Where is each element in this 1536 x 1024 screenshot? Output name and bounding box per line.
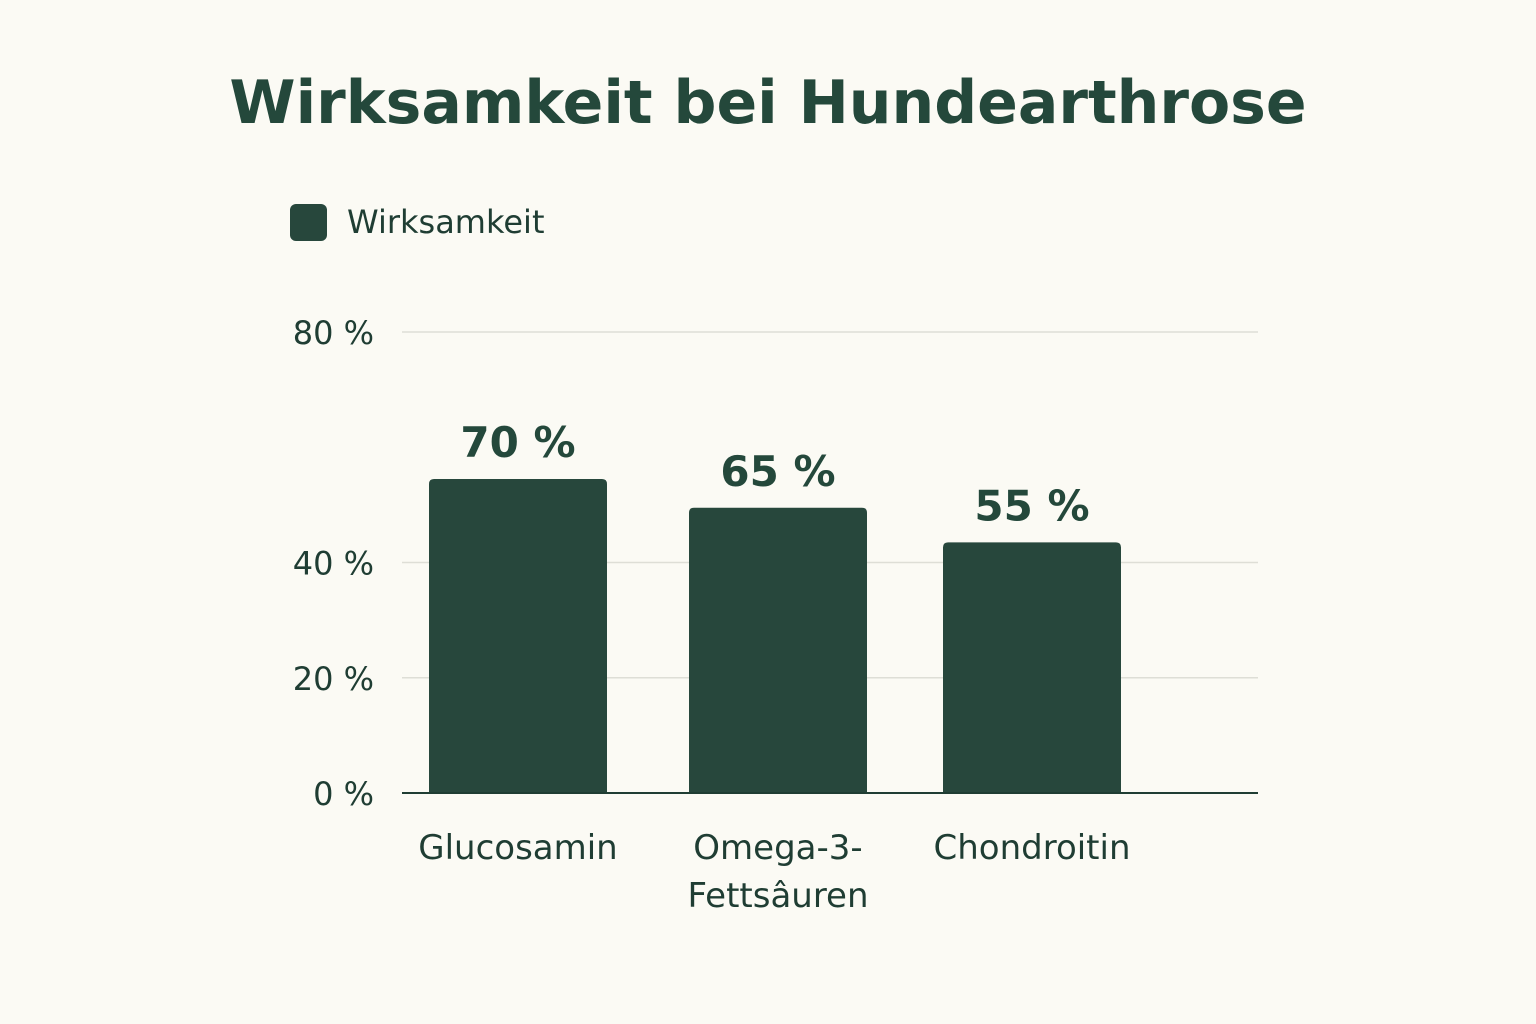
legend: Wirksamkeit [290, 203, 544, 241]
y-tick-label: 40 % [293, 545, 374, 583]
bars [429, 478, 1121, 793]
y-tick-label: 80 % [293, 314, 374, 352]
chart-title: Wirksamkeit bei Hundearthrose [229, 68, 1307, 138]
bar [429, 478, 607, 793]
bar-value-label: 70 % [460, 418, 575, 467]
y-tick-label: 20 % [293, 660, 374, 698]
x-tick-label: Fettsâuren [687, 876, 868, 916]
labels: 0 % 20 % 40 % 80 % 70 % Glucosamin 65 % Omega-3… [293, 314, 1131, 916]
bar-value-label: 55 % [974, 481, 1089, 530]
legend-label: Wirksamkeit [347, 203, 545, 241]
bar-value-label: 65 % [720, 447, 835, 496]
legend-swatch [290, 203, 327, 241]
x-tick-label: Chondroitin [933, 828, 1130, 868]
y-tick-label: 0 % [313, 775, 374, 813]
x-tick-label: Glucosamin [418, 828, 618, 868]
bar [943, 542, 1121, 793]
x-tick-label: Omega-3- [693, 828, 862, 868]
bar [689, 507, 867, 793]
